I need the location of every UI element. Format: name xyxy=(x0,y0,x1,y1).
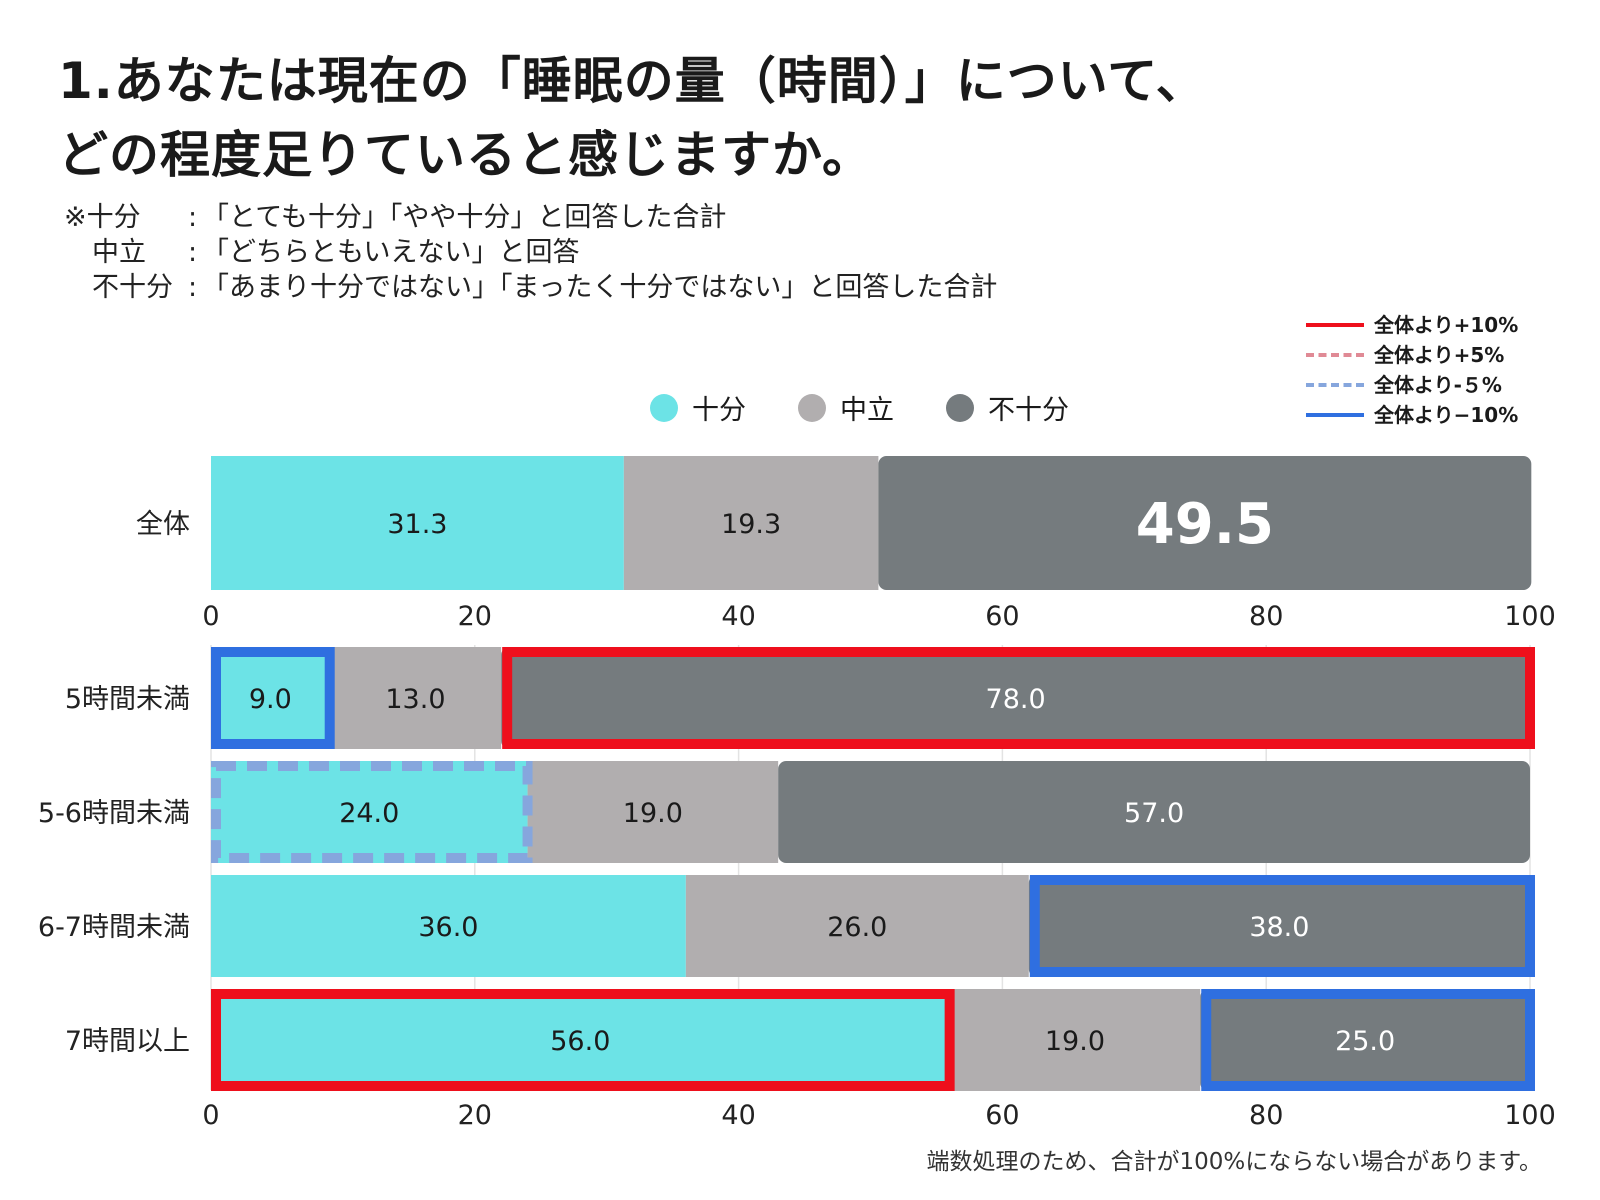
highlight-box xyxy=(1201,989,1535,1091)
bar-segment-sufficient xyxy=(211,761,528,863)
bar-segment-neutral xyxy=(527,761,779,863)
legend-dot-icon xyxy=(946,393,974,422)
highlight-legend-label: 全体より-５% xyxy=(1374,373,1502,397)
x-tick-label: 60 xyxy=(985,1100,1019,1131)
bar-segment-neutral xyxy=(623,456,879,590)
bar-segment-insufficient xyxy=(778,761,1530,863)
bar-segment-neutral xyxy=(685,875,1029,977)
category-label: 5-6時間未満 xyxy=(38,798,190,829)
bar-segment-sufficient xyxy=(211,456,624,590)
x-tick-label: 40 xyxy=(721,1100,755,1131)
category-label: 全体 xyxy=(136,509,190,540)
chart-title: 1.あなたは現在の「睡眠の量（時間）」について、 どの程度足りていると感じますか… xyxy=(58,44,1207,192)
note-label: 中立 xyxy=(92,237,146,268)
data-label: 31.3 xyxy=(387,509,447,540)
note-row-sufficient: ※十分: 「とても十分」「やや十分」と回答した合計 xyxy=(64,202,727,233)
legend-item-sufficient: 十分 xyxy=(650,388,746,427)
data-label: 57.0 xyxy=(1124,798,1184,829)
x-tick-label: 80 xyxy=(1249,601,1283,632)
note-label: ※十分 xyxy=(64,202,141,233)
series-legend: 十分 中立 不十分 xyxy=(650,388,1069,427)
legend-dot-icon xyxy=(650,393,678,422)
data-label: 78.0 xyxy=(986,684,1046,715)
category-label: 6-7時間未満 xyxy=(38,912,190,943)
x-tick-label: 100 xyxy=(1504,601,1556,632)
category-label: 7時間以上 xyxy=(65,1026,190,1057)
bar-segment-insufficient xyxy=(501,647,1531,749)
x-tick-label: 20 xyxy=(458,1100,492,1131)
highlight-box xyxy=(211,989,955,1091)
title-line-1: 1.あなたは現在の「睡眠の量（時間）」について、 xyxy=(58,52,1207,110)
data-label: 56.0 xyxy=(550,1026,610,1057)
definition-notes: ※十分: 「とても十分」「やや十分」と回答した合計 中立: 「どちらともいえない」と… xyxy=(64,200,997,305)
legend-label: 不十分 xyxy=(988,395,1069,426)
footnote: 端数処理のため、合計が100%にならない場合があります。 xyxy=(926,1149,1542,1175)
bar-segment-sufficient xyxy=(211,875,686,977)
x-tick-label: 60 xyxy=(985,601,1019,632)
highlight-swatch-minus5 xyxy=(1306,383,1364,387)
data-label: 19.0 xyxy=(1045,1026,1105,1057)
highlight-swatch-plus5 xyxy=(1306,353,1364,357)
data-label: 19.0 xyxy=(623,798,683,829)
title-line-2: どの程度足りていると感じますか。 xyxy=(58,126,873,184)
legend-item-neutral: 中立 xyxy=(798,388,894,427)
x-tick-label: 40 xyxy=(721,601,755,632)
highlight-legend-label: 全体より+5% xyxy=(1374,343,1505,367)
note-text: 「どちらともいえない」と回答 xyxy=(202,237,580,268)
legend-item-insufficient: 不十分 xyxy=(946,388,1069,427)
note-text: 「あまり十分ではない」「まったく十分ではない」と回答した合計 xyxy=(202,272,998,303)
highlight-box xyxy=(211,761,533,863)
bar-segment-neutral xyxy=(949,989,1201,1091)
x-tick-label: 80 xyxy=(1249,1100,1283,1131)
x-tick-label: 100 xyxy=(1504,1100,1556,1131)
data-label: 9.0 xyxy=(249,684,292,715)
highlight-legend-item: 全体より+10% xyxy=(1306,310,1518,340)
note-row-insufficient: 不十分: 「あまり十分ではない」「まったく十分ではない」と回答した合計 xyxy=(64,270,997,305)
x-tick-label: 20 xyxy=(458,601,492,632)
note-row-neutral: 中立: 「どちらともいえない」と回答 xyxy=(64,235,997,270)
bar-segment-insufficient xyxy=(1200,989,1530,1091)
note-label: 不十分 xyxy=(92,272,173,303)
legend-label: 中立 xyxy=(840,395,894,426)
highlight-legend-item: 全体より−10% xyxy=(1306,400,1518,430)
bar-segment-insufficient xyxy=(878,456,1532,590)
highlight-box xyxy=(211,647,335,749)
data-label: 26.0 xyxy=(827,912,887,943)
data-label: 49.5 xyxy=(1136,492,1274,557)
highlight-legend-label: 全体より+10% xyxy=(1374,313,1519,337)
bar-segment-sufficient xyxy=(211,989,950,1091)
x-tick-label: 0 xyxy=(202,1100,219,1131)
data-label: 25.0 xyxy=(1335,1026,1395,1057)
bar-segment-sufficient xyxy=(211,647,330,749)
highlight-box xyxy=(1029,875,1536,977)
data-label: 36.0 xyxy=(418,912,478,943)
highlight-legend-label: 全体より−10% xyxy=(1374,403,1519,427)
highlight-legend-item: 全体より-５% xyxy=(1306,370,1518,400)
bar-segment-insufficient xyxy=(1028,875,1530,977)
highlight-box xyxy=(502,647,1535,749)
data-label: 19.3 xyxy=(721,509,781,540)
category-label: 5時間未満 xyxy=(65,684,190,715)
data-label: 24.0 xyxy=(339,798,399,829)
legend-label: 十分 xyxy=(692,395,746,426)
highlight-swatch-plus10 xyxy=(1306,323,1364,327)
legend-dot-icon xyxy=(798,393,826,422)
data-label: 13.0 xyxy=(385,684,445,715)
note-text: 「とても十分」「やや十分」と回答した合計 xyxy=(202,202,727,233)
x-tick-label: 0 xyxy=(202,601,219,632)
highlight-swatch-minus10 xyxy=(1306,413,1364,417)
highlight-legend: 全体より+10% 全体より+5% 全体より-５% 全体より−10% xyxy=(1306,310,1518,430)
bar-segment-neutral xyxy=(329,647,502,749)
data-label: 38.0 xyxy=(1249,912,1309,943)
highlight-legend-item: 全体より+5% xyxy=(1306,340,1518,370)
